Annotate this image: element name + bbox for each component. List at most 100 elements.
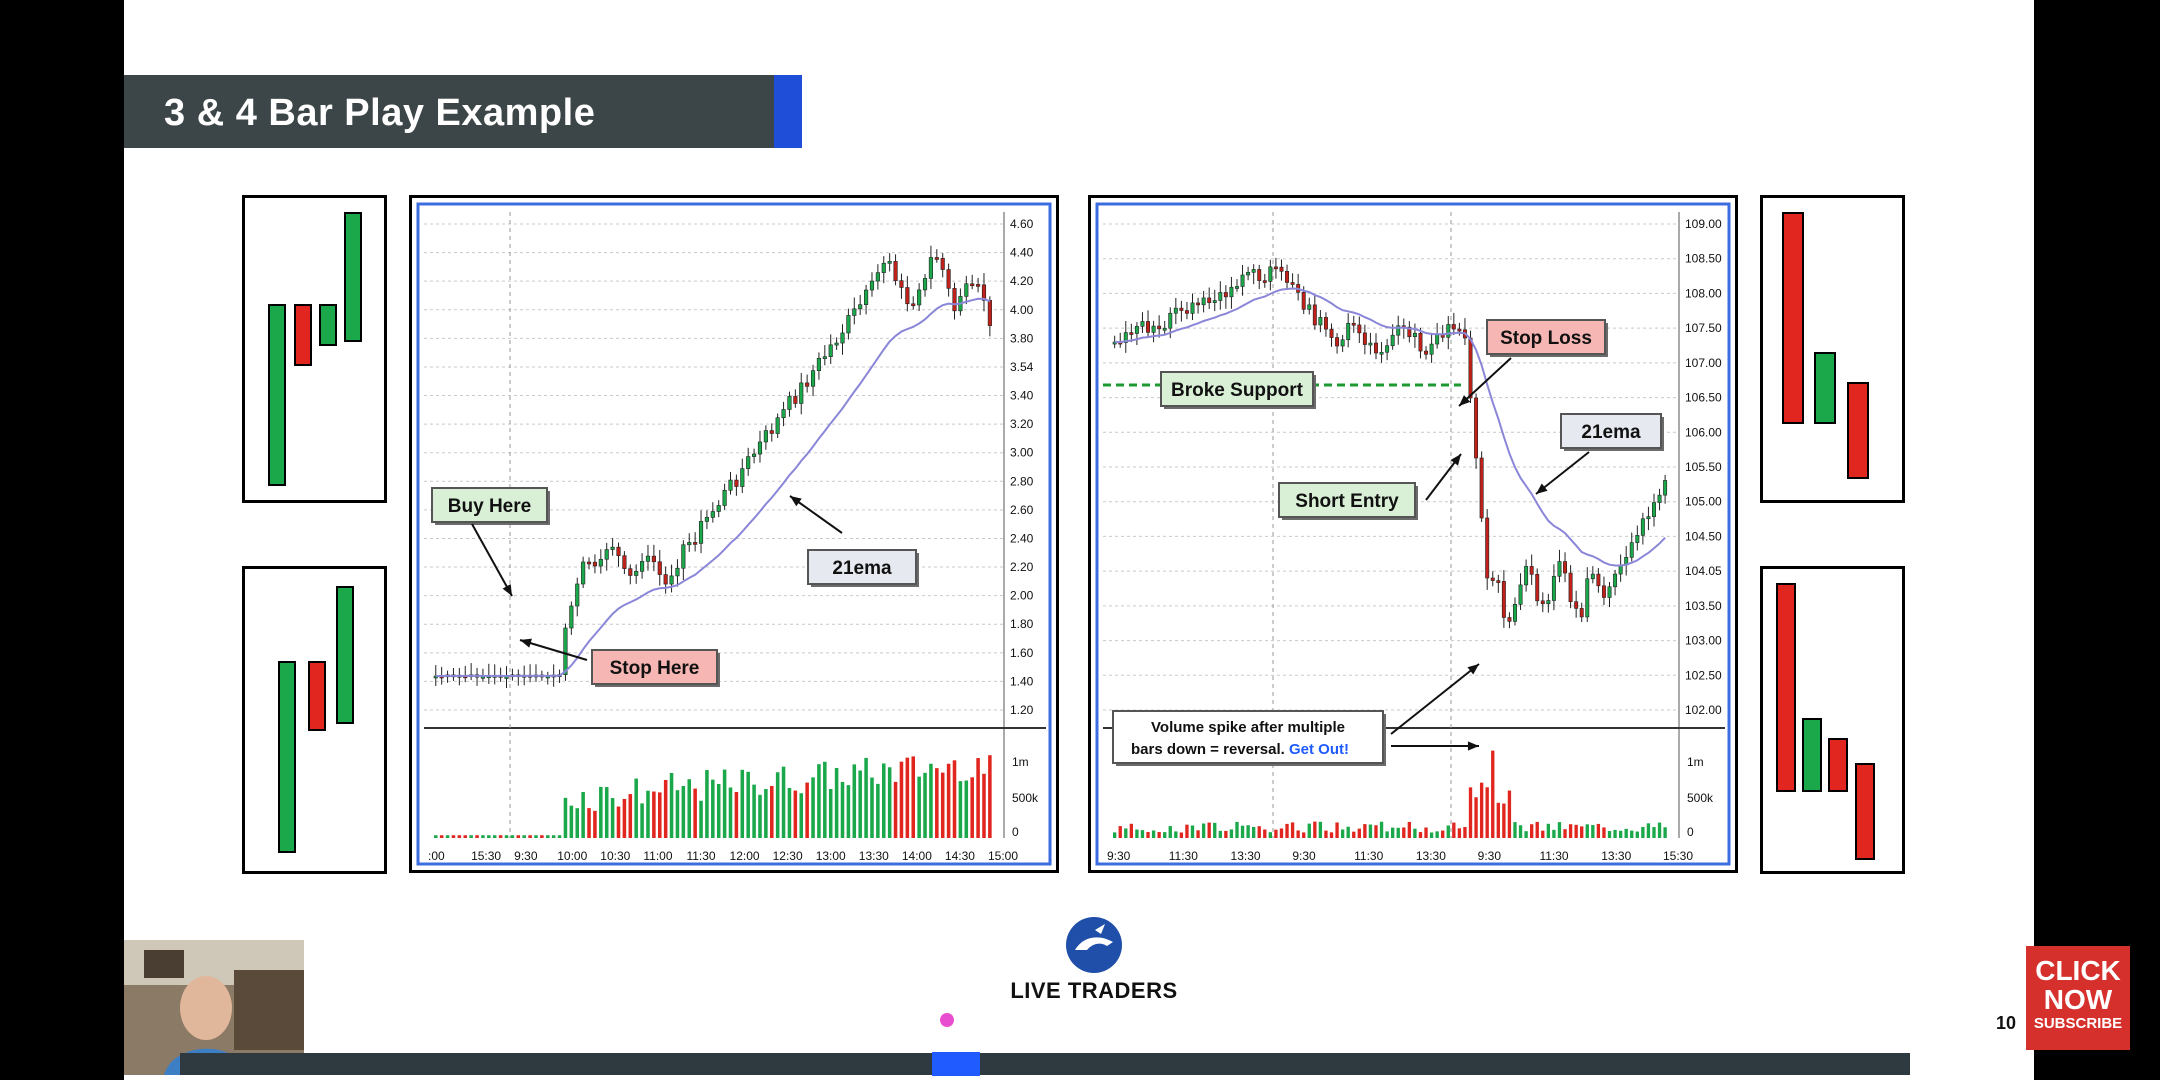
volume-note-line2: bars down = reversal. Get Out!: [1131, 741, 1349, 758]
candle-body: [1407, 326, 1412, 338]
volume-bar: [1352, 831, 1356, 838]
time-tick-label: 15:30: [1663, 849, 1693, 863]
candle-body: [1551, 575, 1556, 601]
candle-body: [563, 627, 568, 675]
volume-bar: [604, 787, 609, 838]
candle-body: [852, 308, 857, 316]
live-traders-logo[interactable]: LIVE TRADERS: [994, 916, 1194, 1006]
volume-bar: [1163, 832, 1167, 838]
candle-body: [946, 269, 951, 289]
volume-bar: [593, 810, 597, 838]
candle-body: [1546, 600, 1551, 605]
volume-bar: [887, 767, 892, 838]
candle-body: [1251, 269, 1256, 273]
volume-note-callout: Volume spike after multiple bars down = r…: [1112, 710, 1386, 766]
volume-bar: [1363, 824, 1367, 838]
candle-body: [1346, 322, 1351, 341]
volume-bar: [1290, 822, 1295, 838]
video-progress-bar[interactable]: [180, 1053, 1910, 1075]
candle-body: [628, 568, 633, 576]
candle-body: [1385, 345, 1390, 353]
volume-bar: [799, 793, 804, 838]
candle-body: [899, 280, 904, 288]
broke-support-callout-label: Broke Support: [1171, 380, 1304, 401]
volume-bar: [1424, 827, 1428, 838]
volume-bar: [728, 787, 733, 838]
volume-bar: [1607, 830, 1612, 838]
time-tick-label: 13:30: [1416, 849, 1446, 863]
candle-body: [698, 521, 704, 544]
candle-body: [1663, 480, 1668, 496]
volume-bar: [734, 792, 739, 838]
candle-body: [887, 261, 892, 264]
candle-body: [1279, 266, 1284, 272]
volume-bar: [534, 835, 538, 838]
volume-bar: [1568, 824, 1573, 838]
candle-body: [940, 258, 945, 270]
time-tick-label: 11:30: [686, 849, 715, 863]
volume-bar: [439, 835, 444, 838]
volume-bar: [929, 763, 933, 838]
candle-body: [775, 417, 780, 434]
price-tick-label: 4.00: [1010, 303, 1034, 317]
volume-bar: [1213, 822, 1217, 838]
candle-body: [728, 479, 733, 491]
volume-arrow-up-line: [1390, 663, 1480, 735]
volume-bar: [899, 761, 904, 838]
price-tick-label: 108.50: [1685, 252, 1722, 266]
subscribe-cta-button[interactable]: CLICK NOW SUBSCRIBE: [2026, 946, 2130, 1050]
ema-callout-left-label: 21ema: [832, 558, 892, 579]
volume-bar: [469, 835, 473, 838]
volume-bar: [1190, 825, 1195, 838]
candle-body: [964, 283, 969, 297]
candle-body: [846, 315, 851, 334]
left-price-chart: 4.60 4.40 4.20 4.00 3.80 3.54 3.40 3.20 3.00 2.80…: [409, 195, 1059, 873]
candle-body: [710, 511, 715, 518]
candle-body: [746, 456, 751, 469]
candle-body: [1218, 292, 1223, 301]
price-tick-label: 4.40: [1010, 246, 1034, 260]
candle-body: [1629, 542, 1634, 558]
volume-bar: [681, 785, 686, 838]
candle-body: [1479, 457, 1484, 519]
volume-bar: [557, 835, 562, 838]
volume-bar: [1502, 803, 1506, 838]
volume-bar: [1474, 797, 1478, 838]
volume-bar: [510, 835, 515, 838]
volume-bar: [711, 779, 715, 838]
ema-callout-left: 21ema: [807, 549, 919, 587]
volume-arrow-right-head: [1467, 741, 1479, 751]
candle-body: [586, 561, 592, 565]
candle-body: [1585, 578, 1590, 618]
candle-body: [987, 300, 992, 326]
volume-bar: [787, 787, 792, 838]
volume-bar: [634, 778, 638, 838]
volume-bar: [1546, 823, 1551, 838]
volume-bar: [1485, 787, 1489, 838]
price-tick-label: 108.00: [1685, 286, 1722, 300]
candle-body: [1579, 608, 1584, 618]
volume-bar: [551, 835, 556, 838]
price-tick-label: 2.00: [1010, 589, 1034, 603]
volume-bar: [864, 757, 868, 838]
volume-bar: [988, 755, 992, 838]
volume-bar: [1468, 787, 1473, 838]
volume-bar: [1446, 825, 1450, 838]
broke-support-callout-box: [1160, 371, 1314, 407]
candle-body: [1229, 286, 1234, 298]
time-tick-label: 10:30: [600, 849, 630, 863]
time-tick-label: :00: [428, 849, 445, 863]
video-progress-thumb[interactable]: [932, 1052, 980, 1076]
volume-note-link: Get Out!: [1289, 741, 1349, 758]
candle-body: [1607, 586, 1612, 598]
volume-bar: [764, 789, 768, 838]
candle-body: [1418, 332, 1423, 352]
candle-body: [1574, 601, 1579, 609]
volume-bar: [846, 785, 851, 838]
volume-tick-label: 500k: [1012, 791, 1039, 805]
stop-arrow-line: [519, 639, 588, 661]
price-tick-label: 103.50: [1685, 599, 1722, 613]
volume-tick-label: 0: [1012, 825, 1019, 839]
candle-body: [634, 571, 639, 576]
volume-bar: [1613, 829, 1617, 838]
